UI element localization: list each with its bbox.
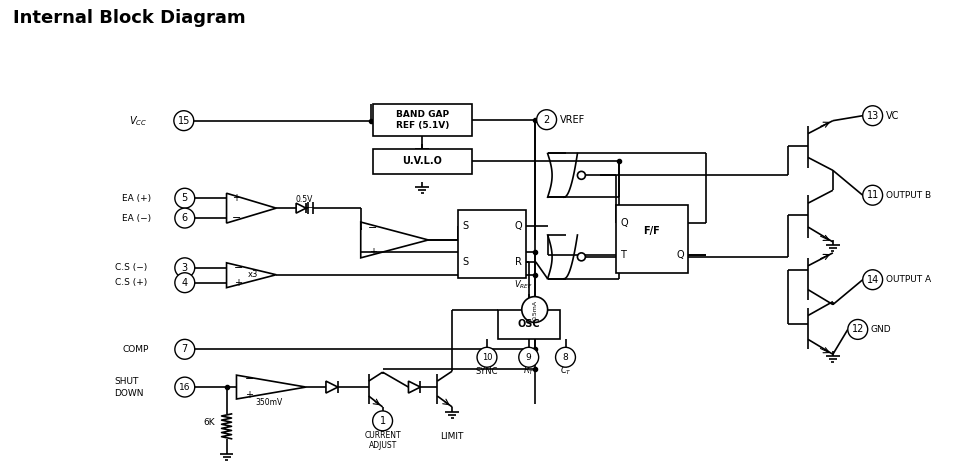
Text: 9: 9 [526,353,531,362]
Text: C.S (−): C.S (−) [115,263,148,272]
Text: VREF: VREF [559,115,584,125]
Circle shape [373,411,392,431]
Text: −: − [244,374,254,384]
Text: COMP: COMP [122,345,149,354]
Circle shape [175,273,195,292]
Circle shape [174,111,194,131]
Text: LIMIT: LIMIT [440,432,464,441]
Text: −: − [234,263,243,273]
Text: $V_{CC}$: $V_{CC}$ [129,114,147,127]
Text: OUTPUT B: OUTPUT B [886,191,930,200]
Text: −: − [368,223,378,233]
Text: BAND GAP
REF (5.1V): BAND GAP REF (5.1V) [396,110,449,130]
Text: 6K: 6K [203,418,214,427]
Text: 10: 10 [482,353,493,362]
Text: 350mV: 350mV [256,399,283,407]
Text: S: S [462,221,469,231]
Text: 16: 16 [179,383,190,392]
Text: 0.5mA: 0.5mA [532,299,537,319]
Text: −: − [306,203,314,212]
Text: EA (−): EA (−) [122,213,152,223]
Text: 7: 7 [182,344,188,354]
Text: Q: Q [620,218,628,228]
Bar [616,205,688,273]
Circle shape [863,106,883,126]
Text: 13: 13 [867,111,879,121]
Text: 15: 15 [178,116,190,126]
Text: EA (+): EA (+) [122,194,152,203]
Text: Internal Block Diagram: Internal Block Diagram [13,9,245,27]
Bar [373,148,472,174]
Text: +: + [245,390,253,400]
Circle shape [848,319,867,339]
Text: 14: 14 [867,275,879,285]
Circle shape [578,172,585,179]
Circle shape [519,347,539,367]
Text: +: + [369,247,377,257]
Text: C.S (+): C.S (+) [115,278,148,287]
Circle shape [175,188,195,208]
Text: 12: 12 [852,325,864,334]
Text: 5: 5 [182,193,188,203]
Text: 3: 3 [182,263,187,273]
Text: −: − [232,213,242,223]
Circle shape [537,110,556,130]
Text: 1: 1 [380,416,385,426]
Text: Q: Q [676,250,684,260]
Text: +: + [302,203,308,212]
Text: 4: 4 [182,278,187,288]
Text: SYNC: SYNC [475,367,498,376]
Text: DOWN: DOWN [114,389,144,398]
Text: GND: GND [870,325,892,334]
Text: 6: 6 [182,213,187,223]
Text: OUTPUT A: OUTPUT A [886,275,930,284]
Text: +: + [235,278,242,288]
Circle shape [863,185,883,205]
Text: S: S [462,257,469,267]
Text: $C_T$: $C_T$ [559,365,572,378]
Circle shape [175,377,195,397]
Text: +: + [233,193,241,203]
Text: CURRENT: CURRENT [364,431,401,440]
Circle shape [175,258,195,278]
Text: R: R [515,257,522,267]
Circle shape [555,347,576,367]
Text: 8: 8 [562,353,568,362]
Text: OSC: OSC [518,319,540,329]
Text: ADJUST: ADJUST [368,441,397,450]
Bar [373,104,472,136]
Text: Q: Q [514,221,522,231]
Text: T: T [620,250,626,260]
Circle shape [863,270,883,290]
Text: $V_{REF}$: $V_{REF}$ [514,279,532,291]
Text: U.V.L.O: U.V.L.O [403,156,442,166]
Text: SHUT: SHUT [114,377,138,385]
Bar [458,210,526,278]
Circle shape [522,297,548,322]
Text: $R_T$: $R_T$ [523,365,534,378]
Circle shape [477,347,497,367]
Text: 11: 11 [867,190,879,200]
Text: 0.5V: 0.5V [296,195,313,204]
Circle shape [175,208,195,228]
Text: F/F: F/F [643,226,661,236]
Text: x3: x3 [248,270,259,279]
Circle shape [175,339,195,359]
Circle shape [578,253,585,261]
Text: 2: 2 [544,115,550,125]
Bar [497,310,559,339]
Text: VC: VC [886,111,899,121]
